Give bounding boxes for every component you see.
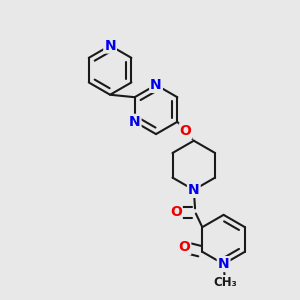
Text: N: N (104, 38, 116, 52)
Text: O: O (170, 206, 182, 219)
Text: N: N (188, 183, 200, 197)
Text: O: O (178, 240, 190, 254)
Text: CH₃: CH₃ (213, 276, 237, 289)
Text: O: O (180, 124, 191, 138)
Text: N: N (129, 115, 140, 129)
Text: N: N (218, 257, 230, 271)
Text: N: N (150, 78, 162, 92)
